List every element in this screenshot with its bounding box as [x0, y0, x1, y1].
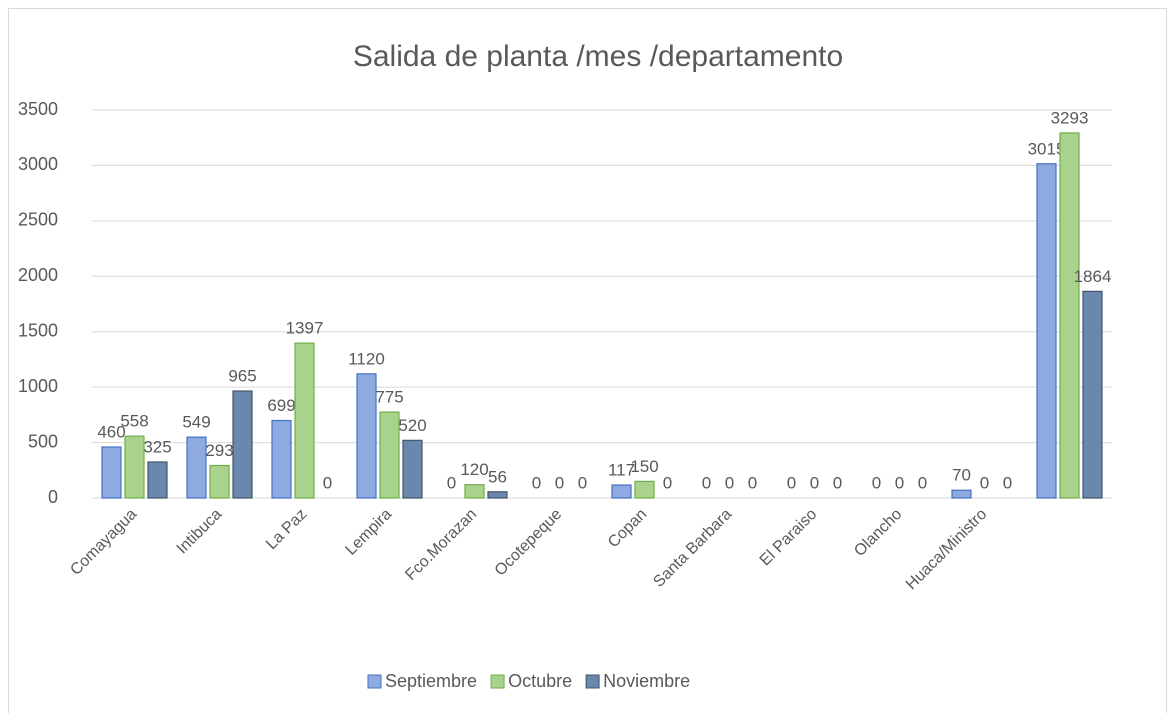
data-label: 0 — [323, 473, 332, 492]
data-label: 325 — [143, 437, 171, 456]
data-label: 0 — [447, 473, 456, 492]
y-tick-label: 500 — [28, 431, 58, 451]
data-label: 549 — [182, 413, 210, 432]
bar — [271, 419, 292, 499]
data-label: 117 — [608, 461, 635, 480]
data-label: 120 — [460, 460, 488, 479]
data-label: 0 — [748, 473, 757, 492]
data-label: 0 — [663, 473, 672, 492]
bar — [487, 491, 508, 499]
legend-label: Octubre — [508, 671, 572, 691]
bar — [1059, 132, 1080, 499]
legend-label: Septiembre — [385, 671, 477, 691]
data-label: 0 — [895, 473, 904, 492]
data-label: 3015 — [1028, 139, 1066, 158]
data-label: 0 — [555, 473, 564, 492]
data-label: 965 — [228, 367, 256, 386]
data-label: 0 — [833, 473, 842, 492]
bar — [147, 461, 168, 499]
y-tick-label: 2500 — [18, 210, 58, 230]
bar — [186, 436, 207, 499]
data-label: 0 — [578, 473, 587, 492]
data-label: 0 — [787, 473, 796, 492]
legend-swatch — [367, 674, 382, 689]
data-label: 1864 — [1074, 267, 1112, 286]
data-label: 0 — [872, 473, 881, 492]
bar — [232, 390, 253, 499]
data-label: 3293 — [1051, 108, 1089, 127]
bar — [464, 484, 485, 499]
data-label: 0 — [725, 473, 734, 492]
data-label: 520 — [398, 416, 426, 435]
data-label: 460 — [97, 422, 125, 441]
data-label: 0 — [702, 473, 711, 492]
data-label: 0 — [532, 473, 541, 492]
bar — [1082, 290, 1103, 499]
data-label: 775 — [375, 388, 403, 407]
bar — [294, 342, 315, 499]
legend-swatch — [490, 674, 505, 689]
chart-title: Salida de planta /mes /departamento — [353, 40, 843, 73]
bar — [611, 484, 632, 499]
data-label: 0 — [1003, 473, 1012, 492]
data-label: 0 — [810, 473, 819, 492]
data-label: 558 — [120, 412, 148, 431]
data-label: 56 — [488, 467, 507, 486]
bar — [951, 489, 972, 499]
data-label: 70 — [952, 466, 971, 485]
data-label: 1397 — [286, 319, 324, 338]
bar — [356, 373, 377, 499]
data-label: 0 — [980, 473, 989, 492]
bar — [379, 411, 400, 499]
y-tick-label: 3500 — [18, 99, 58, 119]
y-tick-label: 1500 — [18, 320, 58, 340]
y-tick-label: 0 — [48, 487, 58, 507]
bar — [101, 446, 122, 499]
data-label: 150 — [630, 457, 658, 476]
data-label: 1120 — [348, 349, 385, 368]
data-label: 0 — [918, 473, 927, 492]
bar — [1036, 163, 1057, 499]
legend-label: Noviembre — [603, 671, 690, 691]
chart-frame — [8, 8, 1167, 713]
y-tick-label: 2000 — [18, 265, 58, 285]
y-tick-label: 3000 — [18, 154, 58, 174]
legend-swatch — [585, 674, 600, 689]
bar — [634, 480, 655, 499]
bar — [209, 464, 230, 499]
y-tick-label: 1000 — [18, 376, 58, 396]
data-label: 293 — [205, 441, 233, 460]
data-label: 699 — [267, 396, 295, 415]
bar — [124, 435, 145, 499]
bar — [402, 439, 423, 499]
